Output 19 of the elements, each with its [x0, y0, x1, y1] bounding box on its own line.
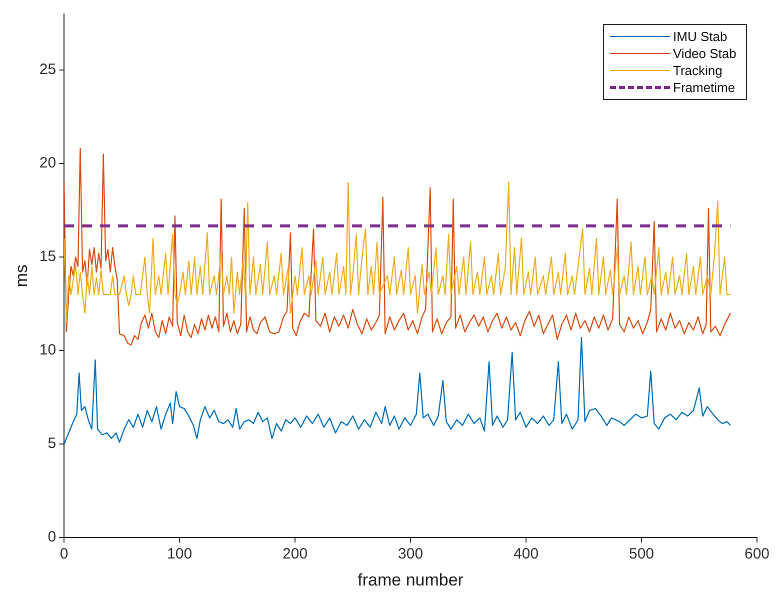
y-tick-label: 15 — [39, 248, 56, 266]
x-tick-label: 200 — [282, 546, 308, 563]
y-axis-title: ms — [12, 264, 31, 288]
y-tick-label: 10 — [39, 342, 56, 359]
legend-label: Frametime — [673, 79, 736, 96]
x-tick-label: 400 — [514, 546, 539, 563]
legend-label: IMU Stab — [673, 28, 728, 45]
x-tick-label: 0 — [60, 546, 68, 563]
x-tick-label: 300 — [398, 546, 424, 563]
x-axis-title: frame number — [358, 570, 464, 590]
x-tick-label: 100 — [167, 546, 192, 563]
legend-label: Tracking — [673, 62, 722, 79]
legend-label: Video Stab — [673, 45, 736, 62]
x-tick-label: 600 — [744, 546, 770, 563]
y-tick-label: 20 — [39, 154, 56, 172]
x-tick-label: 500 — [629, 546, 654, 563]
y-tick-label: 25 — [39, 61, 56, 78]
y-tick-label: 0 — [48, 528, 56, 546]
y-tick-label: 5 — [48, 435, 56, 452]
